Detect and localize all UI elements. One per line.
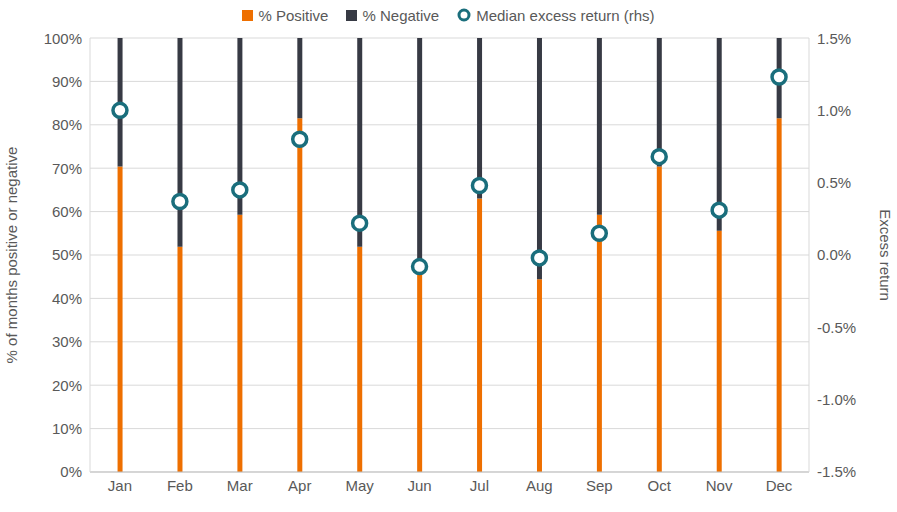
svg-text:Apr: Apr — [288, 477, 311, 494]
svg-text:Dec: Dec — [766, 477, 793, 494]
svg-text:Jul: Jul — [470, 477, 489, 494]
svg-text:Feb: Feb — [167, 477, 193, 494]
svg-text:Mar: Mar — [227, 477, 253, 494]
svg-text:-1.0%: -1.0% — [817, 391, 856, 408]
svg-text:20%: 20% — [52, 377, 82, 394]
html-text:% Negative: % Negative — [362, 6, 440, 24]
svg-text:0.0%: 0.0% — [817, 246, 851, 263]
svg-text:100%: 100% — [44, 30, 82, 47]
html-text:% Positive: % Positive — [258, 6, 329, 24]
svg-text:70%: 70% — [52, 160, 82, 177]
svg-text:Sep: Sep — [586, 477, 613, 494]
svg-text:1.5%: 1.5% — [817, 30, 851, 47]
svg-text:0.5%: 0.5% — [817, 174, 851, 191]
svg-text:40%: 40% — [52, 290, 82, 307]
svg-text:-0.5%: -0.5% — [817, 319, 856, 336]
svg-text:Jun: Jun — [407, 477, 431, 494]
svg-text:Excess return: Excess return — [877, 209, 889, 301]
html-text:Median excess return (rhs): Median excess return (rhs) — [476, 6, 655, 24]
svg-text:% of months positive or negati: % of months positive or negative — [8, 147, 20, 364]
svg-text:50%: 50% — [52, 246, 82, 263]
svg-text:Aug: Aug — [526, 477, 553, 494]
svg-text:60%: 60% — [52, 203, 82, 220]
svg-text:Nov: Nov — [706, 477, 733, 494]
svg-text:80%: 80% — [52, 116, 82, 133]
svg-text:0%: 0% — [60, 463, 82, 480]
svg-text:10%: 10% — [52, 420, 82, 437]
svg-text:Oct: Oct — [648, 477, 672, 494]
svg-text:90%: 90% — [52, 73, 82, 90]
svg-text:-1.5%: -1.5% — [817, 463, 856, 480]
svg-text:1.0%: 1.0% — [817, 102, 851, 119]
svg-text:Jan: Jan — [108, 477, 132, 494]
svg-text:May: May — [345, 477, 374, 494]
svg-text:30%: 30% — [52, 333, 82, 350]
